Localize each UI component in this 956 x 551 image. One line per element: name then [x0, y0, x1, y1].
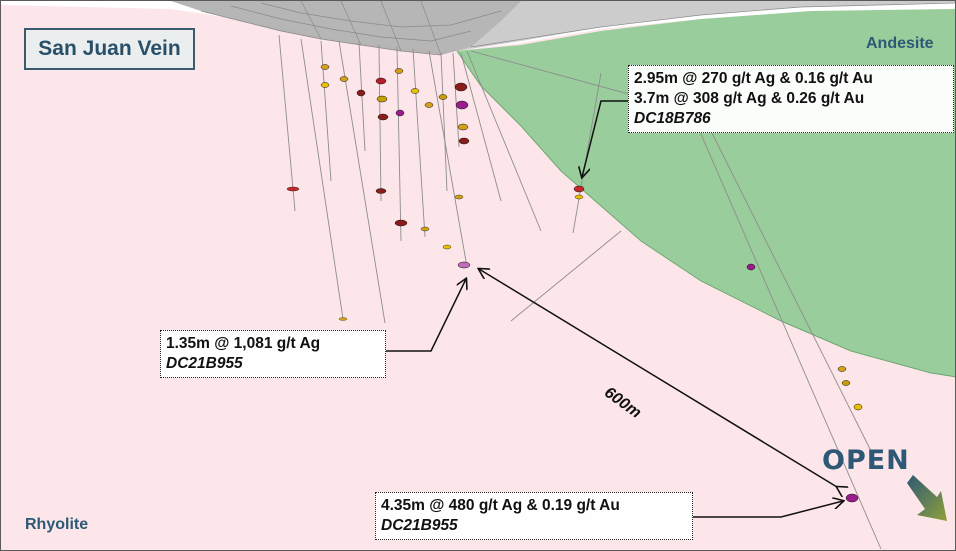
- callout-dc18b786-hole: DC18B786: [634, 110, 711, 127]
- callout-dc18b786-line1: 2.95m @ 270 g/t Ag & 0.16 g/t Au: [634, 70, 873, 87]
- section-title-text: San Juan Vein: [38, 37, 181, 60]
- leader-dc18b786: [582, 100, 629, 177]
- leader-dc21b955-upper: [386, 279, 466, 352]
- open-arrow-icon: [907, 475, 947, 521]
- callout-dc21b955-upper-line1: 1.35m @ 1,081 g/t Ag: [166, 335, 321, 352]
- callout-dc18b786-line2: 3.7m @ 308 g/t Ag & 0.26 g/t Au: [634, 90, 865, 107]
- distance-line: [479, 269, 837, 487]
- callout-dc21b955-upper-hole: DC21B955: [166, 355, 243, 372]
- callout-dc21b955-upper: 1.35m @ 1,081 g/t Ag DC21B955: [160, 330, 386, 378]
- topography-mesh: [200, 1, 955, 56]
- callout-dc21b955-lower: 4.35m @ 480 g/t Ag & 0.19 g/t Au DC21B95…: [375, 492, 693, 540]
- leader-dc21b955-lower: [693, 501, 843, 518]
- topography-surface-far: [441, 1, 955, 51]
- andesite-contact: [456, 50, 955, 378]
- callout-dc21b955-lower-hole: DC21B955: [381, 517, 458, 534]
- open-label: OPEN: [822, 445, 910, 476]
- callout-dc21b955-lower-line1: 4.35m @ 480 g/t Ag & 0.19 g/t Au: [381, 497, 620, 514]
- rhyolite-label: Rhyolite: [25, 516, 89, 533]
- andesite-label: Andesite: [866, 35, 934, 52]
- callout-dc18b786: 2.95m @ 270 g/t Ag & 0.16 g/t Au 3.7m @ …: [628, 65, 954, 133]
- topography-surface: [171, 1, 521, 55]
- section-title: San Juan Vein: [24, 28, 195, 70]
